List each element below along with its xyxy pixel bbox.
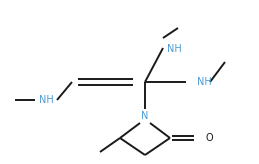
Text: O: O	[205, 133, 213, 143]
Text: NH: NH	[167, 44, 182, 54]
Text: NH: NH	[39, 95, 53, 105]
Text: NH: NH	[197, 77, 212, 87]
Text: N: N	[141, 111, 149, 121]
